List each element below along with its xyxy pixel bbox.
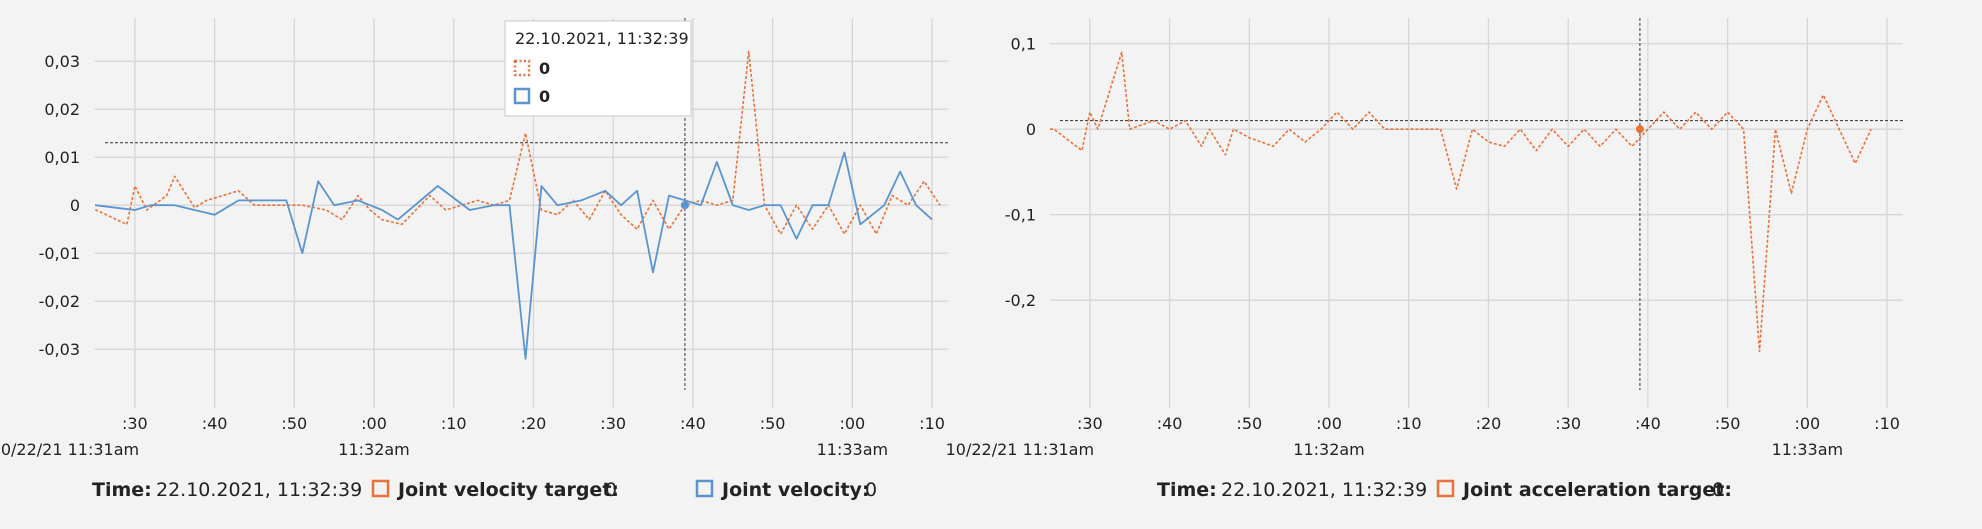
plot-area <box>63 50 941 360</box>
y-tick-label: -0,2 <box>1005 291 1036 310</box>
x-tick-label: :50 <box>1715 414 1741 433</box>
tooltip-value-2: 0 <box>539 87 550 106</box>
x-tick-label: :00 <box>361 414 387 433</box>
series-line-joint-acceleration-target[interactable] <box>1050 51 1872 353</box>
y-tick-label: -0,01 <box>39 244 80 263</box>
y-tick-label: -0,03 <box>39 340 80 359</box>
x-tick-label: :10 <box>1874 414 1900 433</box>
date-label: 11:33am <box>817 440 889 459</box>
tooltip-value-1: 0 <box>539 59 550 78</box>
left-legend: Time: 22.10.2021, 11:32:39 Joint velocit… <box>92 479 877 501</box>
y-tick-label: 0,02 <box>44 100 80 119</box>
x-tick-label: :30 <box>600 414 626 433</box>
x-tick-label: :00 <box>1794 414 1820 433</box>
x-tick-label: :40 <box>1157 414 1183 433</box>
hover-marker <box>1635 125 1644 134</box>
legend-orange-swatch[interactable] <box>371 479 390 498</box>
x-tick-label: :30 <box>1077 414 1103 433</box>
y-tick-label: 0 <box>70 196 80 215</box>
x-tick-label: :20 <box>1476 414 1502 433</box>
date-label: 10/22/21 11:31am <box>0 440 139 459</box>
x-tick-label: :40 <box>680 414 706 433</box>
right-legend: Time: 22.10.2021, 11:32:39 Joint acceler… <box>1157 479 1732 501</box>
x-tick-label: :50 <box>760 414 786 433</box>
series-line-joint-velocity[interactable] <box>63 151 933 360</box>
x-tick-label: :30 <box>1555 414 1581 433</box>
date-label: 11:33am <box>1772 440 1844 459</box>
x-tick-label: :20 <box>521 414 547 433</box>
x-tick-label: :10 <box>1396 414 1422 433</box>
legend-blue-swatch[interactable] <box>695 479 714 498</box>
y-tick-label: 0,01 <box>44 148 80 167</box>
x-tick-label: :50 <box>281 414 307 433</box>
tooltip-blue-swatch <box>513 87 531 105</box>
y-tick-label: 0,03 <box>44 52 80 71</box>
legend-time-value: 22.10.2021, 11:32:39 <box>156 479 362 501</box>
legend-right-time-value: 22.10.2021, 11:32:39 <box>1221 479 1427 501</box>
legend-right-series1-value: 0 <box>1712 479 1724 501</box>
x-tick-label: :40 <box>1635 414 1661 433</box>
x-tick-label: :10 <box>441 414 467 433</box>
tooltip-box <box>504 20 692 117</box>
date-label: 11:32am <box>338 440 410 459</box>
legend-series1-value: 0 <box>605 479 617 501</box>
hover-tooltip: 22.10.2021, 11:32:39 0 0 <box>504 20 692 117</box>
legend-series2-value: 0 <box>865 479 877 501</box>
x-tick-label: :40 <box>202 414 228 433</box>
x-tick-label: :00 <box>1316 414 1342 433</box>
legend-series1-label[interactable]: Joint velocity target: <box>396 479 619 501</box>
legend-time-label: Time: <box>92 479 152 501</box>
legend-right-orange-swatch[interactable] <box>1436 479 1455 498</box>
x-tick-label: :10 <box>919 414 945 433</box>
legend-series2-label[interactable]: Joint velocity: <box>720 479 870 501</box>
plot-area <box>1050 51 1872 353</box>
x-tick-label: :50 <box>1236 414 1262 433</box>
tooltip-title: 22.10.2021, 11:32:39 <box>515 29 689 48</box>
legend-right-time-label: Time: <box>1157 479 1217 501</box>
x-tick-label: :00 <box>839 414 865 433</box>
y-tick-label: -0,1 <box>1005 206 1036 225</box>
series-line-joint-velocity-target[interactable] <box>63 50 941 235</box>
x-tick-label: :30 <box>122 414 148 433</box>
date-label: 10/22/21 11:31am <box>946 440 1094 459</box>
hover-marker <box>680 201 689 210</box>
date-label: 11:32am <box>1293 440 1365 459</box>
right-chart[interactable]: 0,1 0 -0,1 -0,2 :30 :40 :50 :00 :10 :20 :30 :40 :50:… <box>946 18 1903 459</box>
y-tick-label: -0,02 <box>39 292 80 311</box>
left-chart[interactable]: 0,03 0,02 0,01 0 -0,01 -0,02 -0,03 :30 :40 :50 :00… <box>0 18 948 459</box>
y-tick-label: 0,1 <box>1011 35 1036 54</box>
y-tick-label: 0 <box>1026 120 1036 139</box>
legend-right-series1-label[interactable]: Joint acceleration target: <box>1461 479 1732 501</box>
